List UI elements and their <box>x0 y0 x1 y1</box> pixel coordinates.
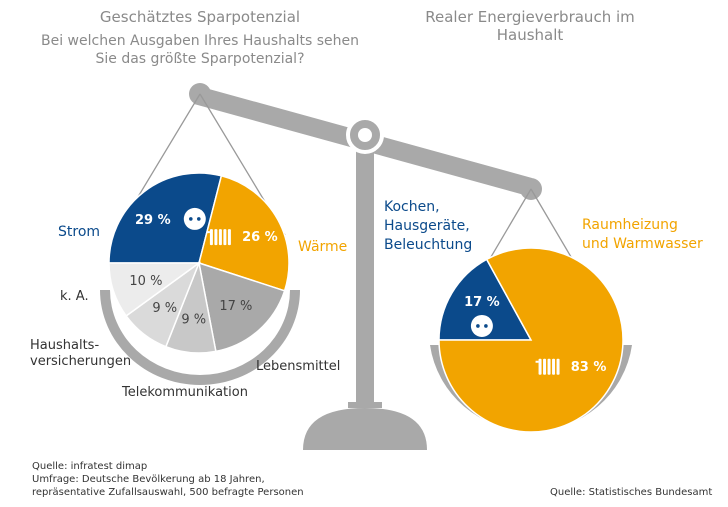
label-ka: k. A. <box>60 289 89 304</box>
scale-base <box>303 408 427 450</box>
scale-post <box>356 140 374 405</box>
radiator-icon <box>552 358 556 375</box>
source-line-3: repräsentative Zufallsauswahl, 500 befra… <box>32 487 304 498</box>
socket-pin <box>484 324 488 328</box>
label-lebensmittel: Lebensmittel <box>256 359 341 374</box>
label-raum-2: und Warmwasser <box>582 236 703 252</box>
label-telekommunikation: Telekommunikation <box>122 385 248 400</box>
label-strom: Strom <box>58 224 101 240</box>
source-line-2: Umfrage: Deutsche Bevölkerung ab 18 Jahr… <box>32 474 265 485</box>
radiator-icon <box>223 229 227 246</box>
pie-slice <box>438 258 533 341</box>
radiator-icon <box>209 229 213 246</box>
socket-pin <box>188 217 193 221</box>
left-title: Geschätztes Sparpotenzial <box>99 8 301 26</box>
label-kochen-2: Hausgeräte, <box>384 218 470 234</box>
power-socket-icon <box>470 314 493 337</box>
pie-slice <box>198 261 286 353</box>
label-haushalts-1: Haushalts- <box>30 338 100 353</box>
power-socket-icon <box>183 207 206 230</box>
scale-pivot-hole <box>358 128 372 142</box>
left-pan <box>100 290 300 385</box>
slice-value-label: 17 % <box>219 299 252 314</box>
slice-value-label: 9 % <box>152 301 177 316</box>
radiator-icon <box>547 358 551 375</box>
scale-stand <box>303 140 427 450</box>
pie-slice <box>438 247 624 433</box>
radiator-pipe <box>206 231 210 234</box>
slice-value-label: 26 % <box>242 230 278 245</box>
radiator-pipe <box>535 360 539 363</box>
left-subtitle: Bei welchen Ausgaben Ihres Haushalts seh… <box>41 33 359 67</box>
label-raum-1: Raumheizung <box>582 217 678 233</box>
label-waerme: Wärme <box>298 239 348 255</box>
source-right: Quelle: Statistisches Bundesamt <box>550 487 713 498</box>
slice-value-label: 10 % <box>129 274 162 289</box>
radiator-icon <box>218 229 222 246</box>
pie-slice <box>198 174 290 292</box>
label-haushalts-2: versicherungen <box>30 354 132 369</box>
label-kochen-1: Kochen, <box>384 199 440 215</box>
source-line-1: Quelle: infratest dimap <box>32 461 148 472</box>
radiator-icon <box>227 229 231 246</box>
radiator-icon <box>543 358 547 375</box>
label-kochen-3: Beleuchtung <box>384 237 473 253</box>
scale-post-cap <box>348 402 382 408</box>
slice-value-label: 29 % <box>135 213 171 228</box>
slice-value-label: 9 % <box>181 313 206 328</box>
radiator-icon <box>538 358 542 375</box>
slice-value-label: 17 % <box>464 295 500 310</box>
pie-slice <box>108 262 202 317</box>
radiator-icon <box>214 229 218 246</box>
right-title: Realer Energieverbrauch im Haushalt <box>425 8 635 44</box>
pie-slice <box>108 172 223 264</box>
socket-pin <box>196 217 201 221</box>
socket-pin <box>476 324 480 328</box>
slice-value-label: 83 % <box>571 360 607 375</box>
radiator-icon <box>556 358 560 375</box>
